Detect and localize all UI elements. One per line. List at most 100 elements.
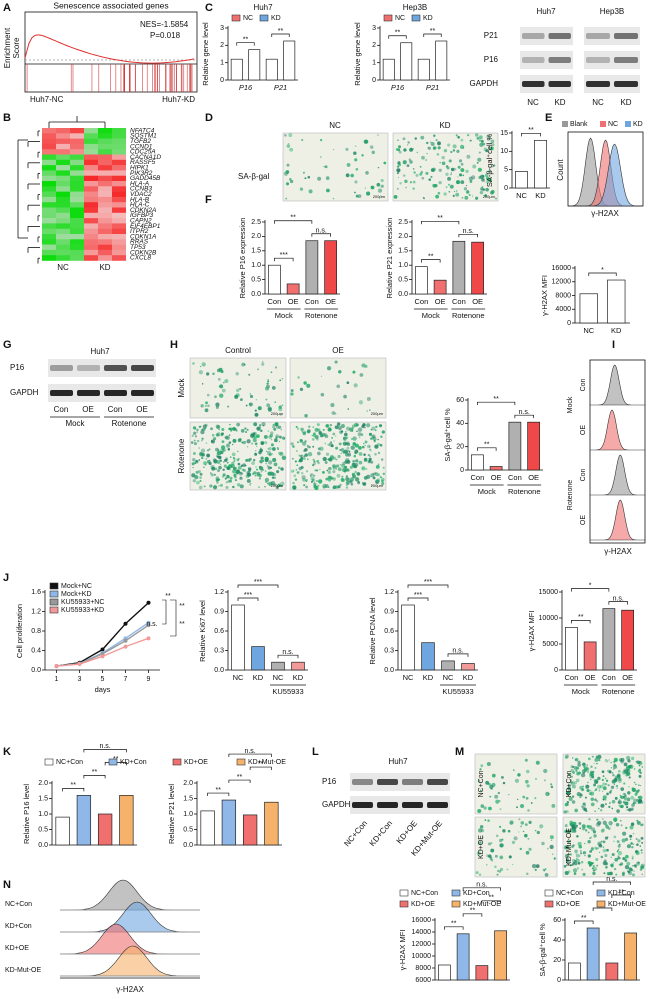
micro-cell	[290, 469, 295, 473]
micro-cell	[215, 424, 220, 429]
micro-cell	[428, 178, 432, 181]
flow-hist	[60, 945, 200, 977]
micro-cell	[634, 792, 638, 796]
micro-cell	[519, 803, 525, 809]
micro-cell	[338, 442, 342, 446]
micro-cell	[612, 774, 615, 777]
micro-cell	[596, 762, 598, 765]
micro-cell	[459, 173, 463, 177]
y-axis-label: γ-H2AX MFI	[540, 275, 549, 316]
micro-cell	[584, 765, 589, 771]
panel-letter: N	[3, 879, 11, 891]
micro-cell	[332, 464, 336, 469]
gene-label: HLA-B	[130, 196, 150, 203]
micro-cell	[221, 476, 224, 478]
micro-cell	[491, 143, 495, 147]
micro-cell	[465, 169, 469, 173]
micro-cell	[343, 432, 348, 437]
micro-cell	[378, 424, 383, 428]
micro-cell	[374, 444, 379, 449]
micro-cell	[215, 405, 219, 409]
micro-cell	[356, 430, 358, 433]
heat-cell	[98, 175, 112, 182]
micro-cell	[568, 796, 573, 802]
y-axis-label: Relative PCNA level	[368, 597, 377, 664]
sig-label: n.s.	[519, 409, 530, 416]
micro-cell	[273, 476, 276, 479]
micro-cell	[267, 460, 273, 465]
sig-bracket	[462, 887, 501, 891]
heat-cell	[84, 186, 98, 192]
micro-cell	[224, 477, 227, 480]
micro-cell	[617, 856, 621, 860]
micro-cell	[494, 854, 498, 858]
y-tick-label: 12000	[412, 941, 432, 948]
micro-cell	[230, 464, 235, 469]
micro-cell	[460, 162, 464, 166]
micro-cell	[304, 414, 308, 418]
y-tick-label: 0.3	[384, 647, 394, 654]
micro-cell	[350, 445, 355, 450]
micro-cell	[573, 829, 577, 833]
micro-cell	[242, 440, 247, 445]
micro-cell	[227, 479, 231, 483]
micro-cell	[332, 432, 336, 436]
micro-cell	[606, 836, 609, 839]
micro-cell	[484, 173, 489, 178]
scale-bar: 200μm	[371, 411, 384, 416]
x-tick-label: Con	[564, 673, 578, 682]
micro-cell	[368, 457, 372, 461]
micro-cell	[329, 454, 335, 460]
micro-cell	[455, 192, 460, 197]
micro-cell	[430, 175, 433, 178]
micro-cell	[572, 844, 575, 847]
micro-cell	[237, 450, 239, 453]
bar	[271, 661, 285, 671]
x-tick-label: KD	[293, 673, 304, 682]
micro-cell	[564, 870, 569, 876]
micro-cell	[432, 146, 437, 151]
sig-bracket	[444, 926, 464, 930]
heat-cell	[70, 244, 84, 251]
micro-cell	[269, 433, 274, 438]
series-point	[100, 654, 105, 659]
blot-band	[50, 390, 73, 396]
heat-cell	[98, 181, 112, 187]
micro-cell	[589, 850, 591, 853]
micro-cell	[267, 471, 272, 476]
micro-cell	[234, 476, 237, 479]
micro-cell	[215, 478, 219, 482]
bar	[433, 279, 447, 295]
micro-cell	[494, 794, 499, 799]
micro-cell	[616, 787, 618, 790]
micro-cell	[347, 408, 350, 410]
heat-cell	[112, 175, 126, 182]
y-tick-label: 10000	[539, 615, 559, 622]
micro-cell	[299, 187, 304, 191]
x-tick-label: NC	[273, 673, 284, 682]
micro-cell	[198, 485, 203, 490]
heat-cell	[56, 186, 70, 192]
sig-label: **	[451, 921, 457, 928]
micro-cell	[534, 868, 537, 871]
micro-cell	[265, 398, 268, 401]
micro-cell	[264, 470, 267, 472]
micro-cell	[584, 854, 586, 857]
micro-cell	[313, 481, 316, 483]
micro-cell	[335, 468, 338, 470]
legend-swatch	[625, 121, 631, 127]
x-tick-label: 1	[55, 676, 59, 683]
micro-cell	[366, 423, 371, 428]
heat-cell	[112, 234, 126, 240]
gene-label: IGFBP3	[130, 212, 154, 219]
micro-cell	[487, 819, 490, 822]
sig-label: *	[601, 267, 604, 274]
series-point	[123, 644, 128, 649]
micro-cell	[481, 178, 485, 182]
micro-cell	[322, 471, 325, 474]
micro-cell	[352, 436, 357, 441]
blot-band	[522, 33, 545, 39]
micro-cell	[323, 165, 325, 168]
micro-cell	[636, 819, 639, 822]
cell-label: Huh7	[536, 7, 556, 16]
